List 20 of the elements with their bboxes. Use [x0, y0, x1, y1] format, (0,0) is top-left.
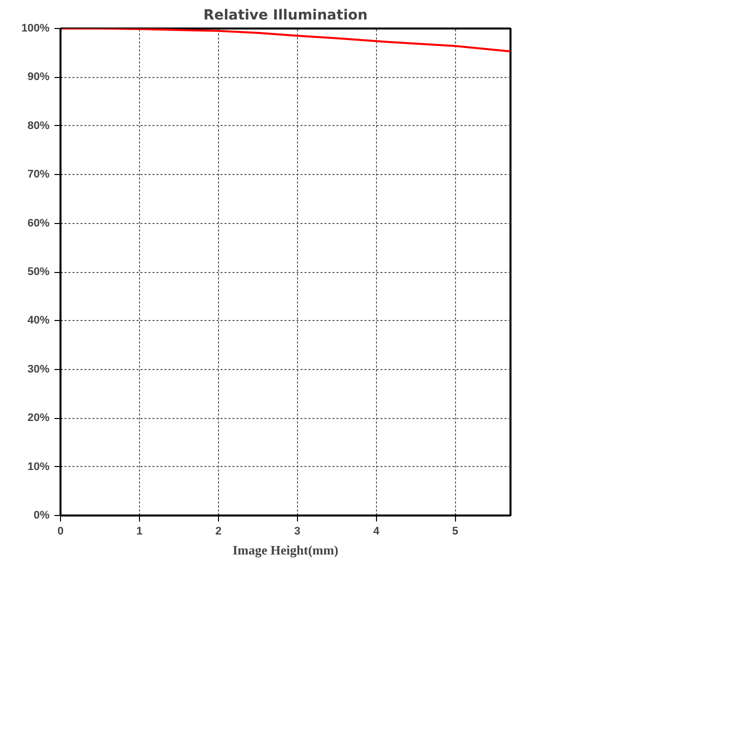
y-tick-label: 50%	[27, 266, 50, 278]
x-tick-label: 2	[215, 526, 222, 538]
y-tick-label: 10%	[27, 460, 50, 473]
line-series	[60, 28, 510, 52]
y-tick-label: 70%	[27, 168, 50, 181]
x-tick-label: 4	[373, 526, 380, 538]
y-tick-label: 30%	[27, 363, 50, 376]
y-tick-label: 60%	[27, 217, 50, 230]
y-tick-label: 80%	[27, 120, 50, 132]
y-tick-label: 20%	[27, 412, 50, 424]
y-tick-label: 0%	[34, 510, 50, 522]
chart-title: Relative Illumination	[203, 8, 368, 24]
x-tick-label: 0	[57, 526, 64, 538]
y-tick-label: 40%	[27, 314, 50, 327]
x-axis-title: Image Height(mm)	[232, 542, 338, 558]
y-tick-label: 100%	[21, 22, 50, 34]
x-tick-label: 3	[294, 526, 300, 538]
x-tick-label: 1	[136, 526, 143, 538]
x-tick-label: 5	[452, 526, 458, 538]
y-tick-label: 90%	[27, 71, 50, 84]
